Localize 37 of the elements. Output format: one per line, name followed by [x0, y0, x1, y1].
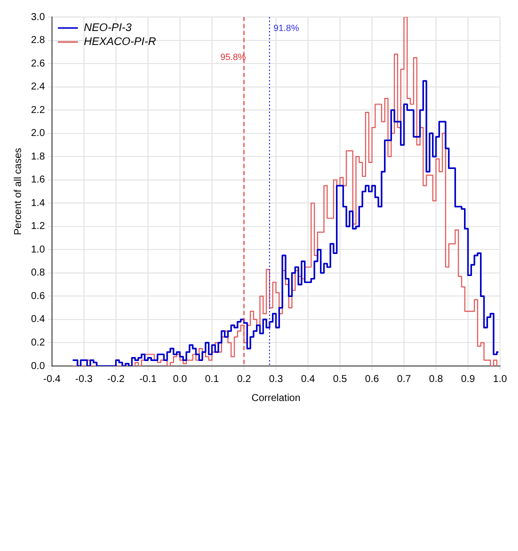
y-tick-label: 1.2 [30, 221, 46, 232]
y-tick-label: 2.4 [30, 82, 46, 93]
y-axis-title: Percent of all cases [12, 148, 24, 236]
x-tick-label: 0.2 [236, 374, 252, 385]
x-tick-label: 0.7 [397, 374, 412, 385]
y-tick-label: 1.8 [30, 151, 46, 162]
y-tick-label: 1.6 [30, 174, 46, 186]
legend-label: HEXACO-PI-R [84, 36, 156, 48]
x-tick-label: 0.8 [429, 374, 444, 385]
y-tick-label: 0.8 [30, 268, 46, 279]
x-tick-label: 1.0 [493, 374, 508, 385]
x-tick-label: 0.0 [172, 374, 188, 385]
y-tick-label: 1.4 [30, 198, 46, 209]
x-axis-title: Correlation [251, 392, 300, 404]
x-tick-label: -0.3 [75, 374, 93, 385]
x-tick-label: 0.3 [269, 374, 284, 385]
x-tick-label: 0.4 [301, 374, 316, 385]
x-tick-label: -0.2 [107, 374, 125, 385]
y-tick-label: 2.6 [30, 58, 46, 70]
y-tick-label: 3.0 [30, 12, 46, 23]
y-tick-label: 1.0 [30, 244, 46, 256]
y-tick-label: 2.0 [30, 128, 46, 140]
x-tick-label: 0.6 [365, 374, 380, 385]
y-tick-label: 2.8 [30, 35, 46, 46]
x-tick-label: -0.1 [139, 374, 157, 385]
x-tick-label: 0.1 [204, 374, 220, 385]
annotation: 91.8% [274, 23, 300, 34]
y-tick-label: 0.6 [30, 290, 46, 302]
x-tick-label: 0.5 [333, 374, 348, 385]
annotation: 95.8% [220, 52, 246, 62]
y-tick-label: 0.4 [30, 314, 46, 326]
y-tick-label: 0.2 [30, 337, 46, 348]
x-tick-label: 0.9 [461, 374, 476, 385]
y-tick-label: 2.2 [30, 104, 46, 116]
x-tick-label: -0.4 [43, 374, 61, 385]
y-tick-label: 0.0 [30, 360, 46, 372]
legend-label: NEO-PI-3 [84, 22, 132, 34]
